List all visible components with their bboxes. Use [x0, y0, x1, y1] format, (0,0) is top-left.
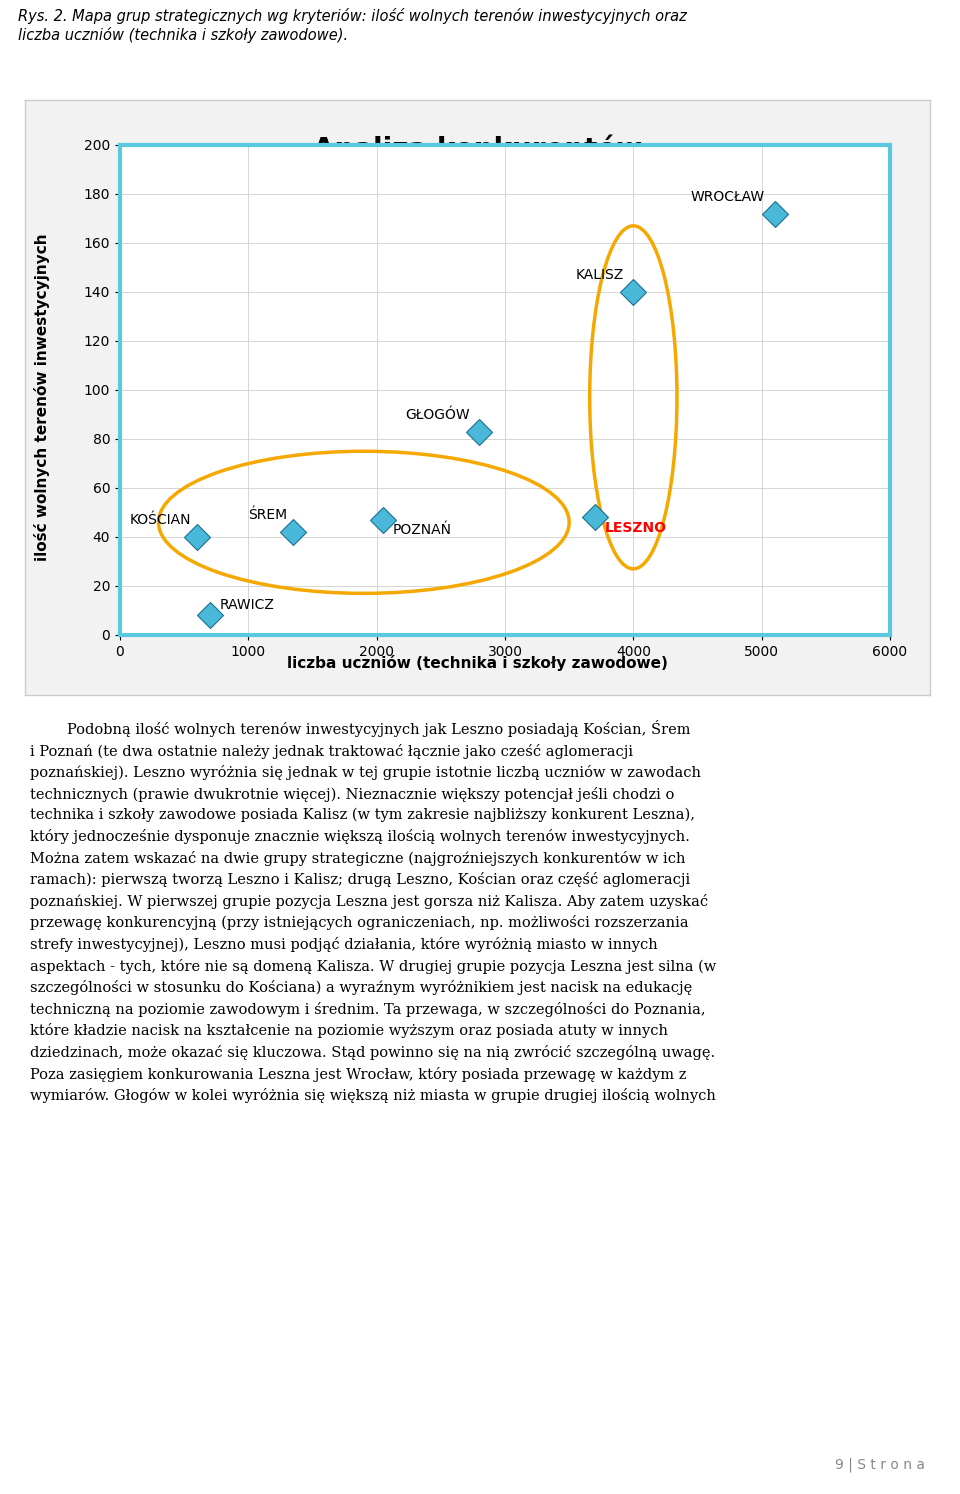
Text: LESZNO: LESZNO: [605, 521, 666, 535]
Text: ilość wolnych terenów inwestycyjnych: ilość wolnych terenów inwestycyjnych: [34, 233, 50, 562]
Text: WROCŁAW: WROCŁAW: [691, 190, 765, 205]
Text: liczba uczniów (technika i szkoły zawodowe): liczba uczniów (technika i szkoły zawodo…: [287, 656, 668, 671]
Text: KALISZ: KALISZ: [575, 269, 624, 282]
Text: GŁOGÓW: GŁOGÓW: [405, 408, 469, 421]
Text: Rys. 2. Mapa grup strategicznych wg kryteriów: ilość wolnych terenów inwestycyjn: Rys. 2. Mapa grup strategicznych wg kryt…: [18, 7, 686, 43]
Text: 9 | S t r o n a: 9 | S t r o n a: [835, 1458, 925, 1472]
Text: RAWICZ: RAWICZ: [220, 598, 275, 613]
Text: POZNAŃ: POZNAŃ: [393, 523, 452, 538]
Text: Analiza konkurentów: Analiza konkurentów: [313, 136, 642, 164]
Text: Podobną ilość wolnych terenów inwestycyjnych jak Leszno posiadają Kościan, Śrem
: Podobną ilość wolnych terenów inwestycyj…: [30, 720, 716, 1103]
Text: KOŚCIAN: KOŚCIAN: [130, 514, 191, 527]
Text: ŚREM: ŚREM: [248, 508, 287, 523]
